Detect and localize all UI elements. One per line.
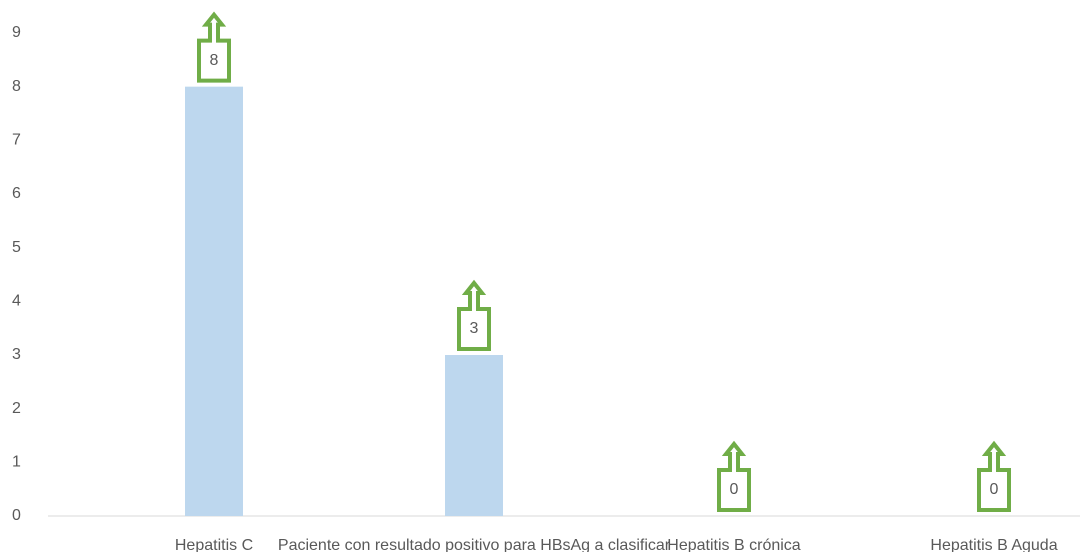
y-tick-label: 4 [12, 293, 21, 310]
bar [185, 86, 243, 517]
x-tick-label: Hepatitis C [175, 537, 253, 552]
y-tick-label: 5 [12, 239, 21, 256]
y-tick-label: 1 [12, 454, 21, 471]
data-label-callout [197, 11, 231, 83]
data-label: 3 [470, 320, 479, 337]
data-label: 0 [990, 481, 999, 498]
y-tick-label: 7 [12, 132, 21, 149]
data-label-callout [457, 279, 491, 351]
y-tick-label: 9 [12, 24, 21, 41]
data-label-callout [977, 440, 1011, 512]
y-tick-label: 6 [12, 185, 21, 202]
y-tick-label: 3 [12, 346, 21, 363]
data-label-callout [717, 440, 751, 512]
x-tick-label: Hepatitis B crónica [667, 537, 800, 552]
y-tick-label: 0 [12, 507, 21, 524]
y-tick-label: 2 [12, 400, 21, 417]
y-tick-label: 8 [12, 78, 21, 95]
x-tick-label: Paciente con resultado positivo para HBs… [278, 537, 671, 552]
data-label: 8 [210, 52, 219, 69]
x-tick-label: Hepatitis B Aguda [930, 537, 1057, 552]
bar [445, 355, 503, 516]
data-label: 0 [730, 481, 739, 498]
